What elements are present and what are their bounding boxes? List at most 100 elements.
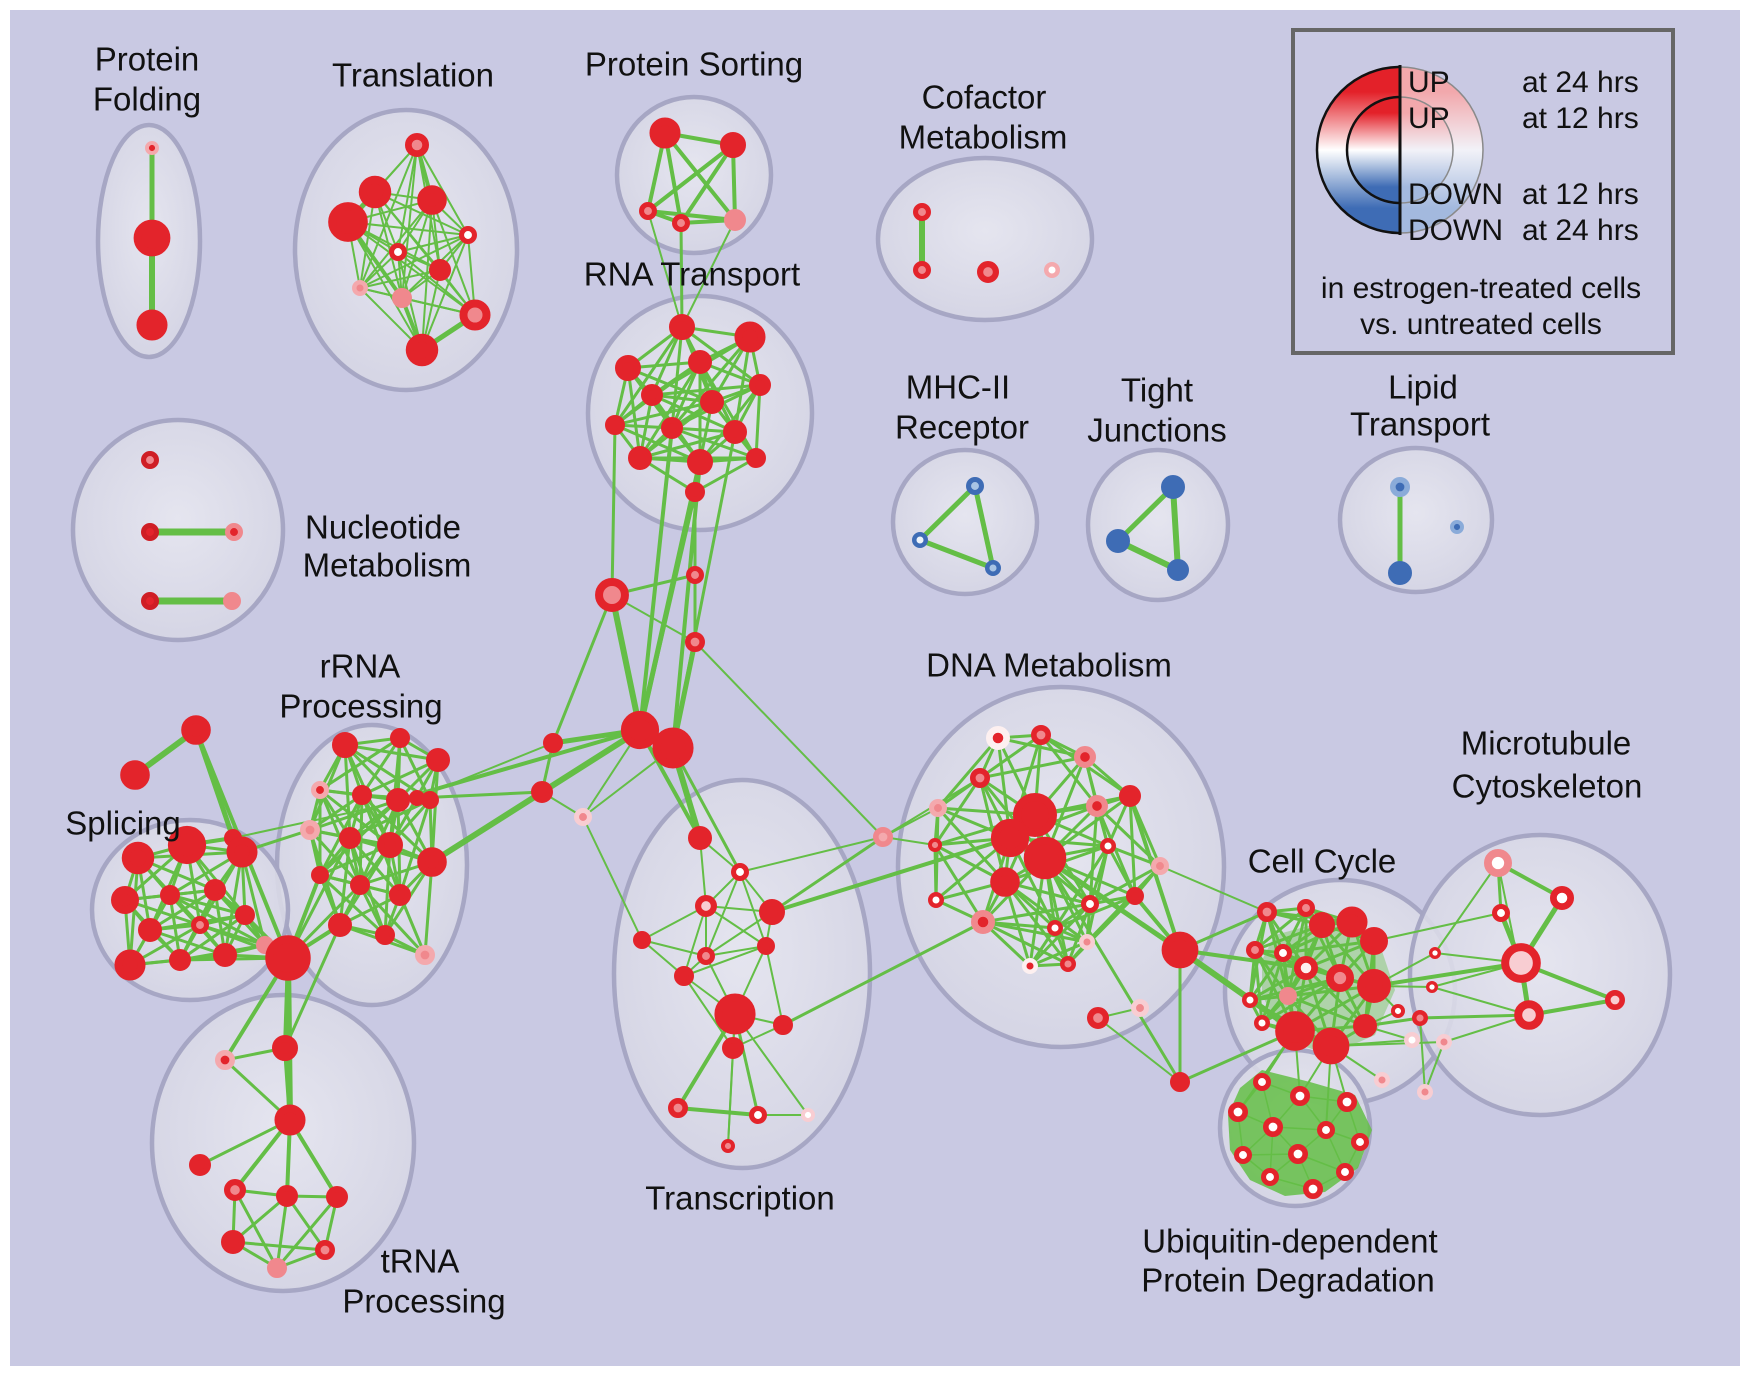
gene-node-cf4	[1043, 261, 1060, 278]
gene-node-cc13	[1279, 987, 1298, 1006]
edge	[683, 945, 767, 977]
edge	[347, 221, 423, 351]
gene-node-mt1	[1484, 848, 1513, 877]
cluster-label-mhc-ii-receptor: MHC-II	[906, 369, 1010, 406]
edge	[754, 383, 762, 460]
cluster-bubble-transcription	[611, 777, 873, 1171]
cluster-label-tight-junctions: Junctions	[1087, 412, 1226, 449]
edge	[1095, 804, 1137, 898]
gene-node-nm3	[225, 523, 244, 542]
gene-node-s5	[160, 884, 181, 905]
gene-node-sph	[265, 935, 311, 981]
gene-node-ub8	[1288, 1144, 1309, 1165]
edge	[1281, 939, 1376, 955]
gene-node-t9	[391, 287, 412, 308]
gene-node-ub7	[1234, 1146, 1253, 1165]
gene-node-cc15	[1312, 1027, 1350, 1065]
gene-node-t11	[405, 333, 439, 367]
edge	[646, 143, 735, 213]
cluster-label-splicing: Splicing	[65, 805, 181, 842]
gene-node-ub10	[1261, 1168, 1280, 1187]
cluster-bubble-lipid-transport	[1337, 445, 1495, 595]
gene-node-mt11	[1416, 1083, 1433, 1100]
gene-node-mt4	[1501, 943, 1541, 983]
edge	[917, 537, 996, 571]
edge	[431, 199, 476, 316]
gene-node-t2	[358, 175, 392, 209]
edge	[670, 426, 758, 460]
gene-node-rt10	[722, 419, 747, 444]
gene-node-pf3	[136, 309, 168, 341]
edge	[676, 1106, 760, 1117]
edge	[641, 905, 707, 941]
gene-node-cc12	[1253, 1014, 1270, 1031]
cluster-label-nucleotide-metabolism: Metabolism	[303, 547, 472, 584]
legend-donut-strong-half	[1317, 67, 1400, 233]
gene-node-hub2	[652, 727, 694, 769]
gene-node-cc16	[1352, 1013, 1377, 1038]
edge	[972, 483, 996, 571]
edge	[663, 131, 737, 222]
gene-node-c1	[595, 578, 629, 612]
edge	[359, 234, 469, 289]
gene-node-ub6	[1317, 1121, 1336, 1140]
gene-node-rl	[310, 866, 329, 885]
edge	[981, 902, 1092, 924]
gene-node-c3	[686, 566, 705, 585]
gene-node-ra	[332, 732, 359, 759]
edge	[1042, 855, 1183, 953]
edge	[679, 221, 684, 329]
gene-node-ps1	[649, 117, 681, 149]
edge	[231, 1240, 327, 1252]
edge	[1177, 947, 1298, 1034]
edge	[421, 234, 469, 351]
edge	[679, 143, 735, 225]
gene-node-dn8	[1013, 793, 1057, 837]
gene-node-rt5	[749, 373, 772, 396]
gene-node-tri2	[120, 760, 150, 790]
edge	[1253, 948, 1290, 998]
gene-node-rt4	[687, 349, 712, 374]
edge	[705, 911, 773, 957]
edge	[401, 144, 418, 299]
edge	[647, 210, 683, 328]
edge	[1497, 862, 1530, 1016]
gene-node-rt14	[684, 481, 705, 502]
edge	[978, 755, 1087, 780]
edge	[1253, 906, 1308, 952]
edge	[398, 798, 432, 897]
gene-node-mt9	[1514, 1000, 1544, 1030]
gene-node-rt1	[669, 314, 696, 341]
edge	[233, 1188, 279, 1270]
gene-node-ub2	[1290, 1086, 1311, 1107]
nodes-layer	[110, 117, 1626, 1279]
gene-node-nm1	[141, 450, 160, 469]
edge	[681, 219, 736, 328]
edge	[680, 325, 762, 387]
gene-node-rt7	[699, 389, 724, 414]
cluster-label-tight-junctions: Tight	[1121, 372, 1193, 409]
gene-node-u4	[274, 1104, 306, 1136]
gene-node-tr15	[721, 1138, 736, 1153]
edge	[1286, 994, 1367, 1028]
cluster-label-mhc-ii-receptor: Receptor	[895, 409, 1029, 446]
edge	[1304, 966, 1367, 1028]
edge	[1097, 1017, 1181, 1083]
edge	[1159, 865, 1268, 913]
edge	[285, 1194, 327, 1252]
gene-node-tr7	[757, 937, 776, 956]
gene-node-hub1	[620, 710, 660, 750]
edge	[360, 793, 434, 864]
gene-node-ub4	[1228, 1102, 1249, 1123]
edge	[178, 913, 247, 962]
gene-node-nm2	[141, 523, 160, 542]
gene-node-rc	[425, 747, 450, 772]
gene-node-cc7	[1274, 944, 1293, 963]
gene-node-t1	[404, 133, 429, 158]
edge	[1003, 880, 1070, 966]
gene-node-u2	[272, 1035, 299, 1062]
cluster-label-cell-cycle: Cell Cycle	[1248, 843, 1397, 880]
edge	[727, 1047, 734, 1147]
gene-node-cc8	[1293, 955, 1318, 980]
gene-node-dn11	[928, 838, 943, 853]
